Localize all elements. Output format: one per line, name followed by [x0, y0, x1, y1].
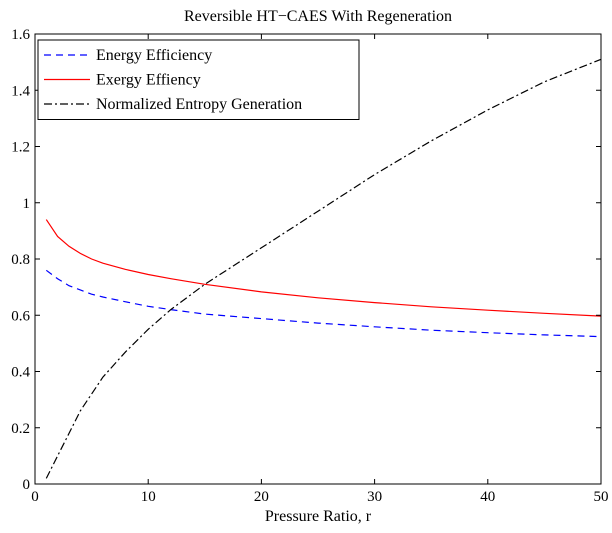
- y-tick-label: 0.2: [11, 421, 30, 437]
- legend-label-2: Normalized Entropy Generation: [96, 96, 302, 113]
- axes: 0 10 20 30 40 50 0 0.2 0.4 0.6 0.8 1 1.2 1.4 1.6: [11, 27, 608, 505]
- y-tick-label: 0: [23, 477, 31, 493]
- series-line-0: [45, 269, 601, 338]
- y-tick-label: 1.2: [11, 140, 30, 156]
- legend-box: [37, 39, 360, 120]
- y-tick-label: 0.6: [11, 308, 30, 324]
- y-tick-label: 1.4: [11, 83, 30, 99]
- y-tick-label: 0.8: [11, 252, 30, 268]
- legend: Energy Efficiency Exergy Effiency Normaliz…: [37, 39, 360, 120]
- y-tick-label: 1: [23, 196, 31, 212]
- x-axis-label: Pressure Ratio, r: [265, 508, 372, 525]
- y-tick-label: 1.6: [11, 27, 30, 43]
- x-tick-label: 10: [141, 489, 156, 505]
- x-tick-label: 30: [367, 489, 382, 505]
- plot-area: [45, 58, 601, 479]
- x-tick-label: 20: [254, 489, 269, 505]
- legend-label-0: Energy Efficiency: [96, 47, 212, 64]
- series-line-2: [45, 58, 601, 479]
- x-tick-label: 0: [31, 489, 39, 505]
- x-tick-label: 40: [480, 489, 495, 505]
- series-line-1: [45, 219, 601, 317]
- y-tick-label: 0.4: [11, 365, 30, 381]
- chart-title: Reversible HT−CAES With Regeneration: [184, 8, 452, 25]
- legend-label-1: Exergy Effiency: [96, 72, 201, 89]
- x-tick-label: 50: [594, 489, 609, 505]
